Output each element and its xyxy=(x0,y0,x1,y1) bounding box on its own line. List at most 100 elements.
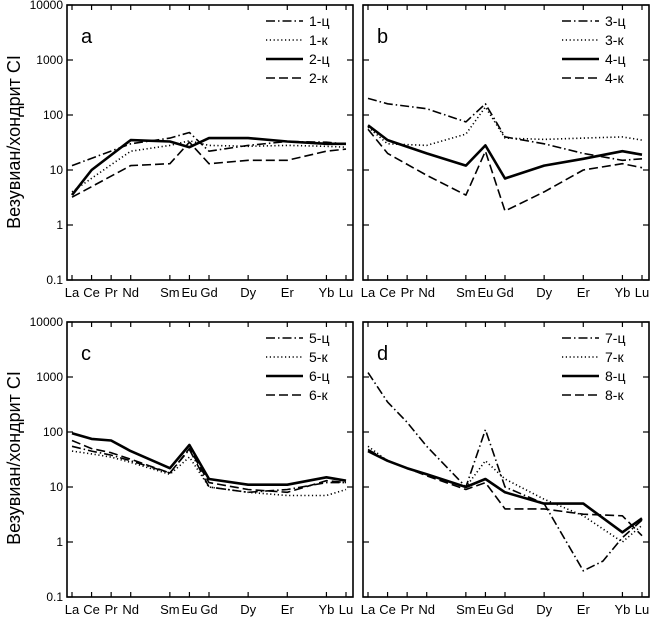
x-tick-label: Ce xyxy=(83,285,100,300)
panel-letter-b: b xyxy=(377,26,388,48)
x-tick-label: Yb xyxy=(614,602,630,617)
x-tick-label: La xyxy=(361,285,376,300)
x-tick-label: Er xyxy=(577,602,591,617)
x-tick-label: Eu xyxy=(477,285,493,300)
x-tick-label: Sm xyxy=(456,285,476,300)
series-line-3-к xyxy=(367,106,643,147)
series-line-8-ц xyxy=(367,449,643,534)
x-tick-label: Lu xyxy=(635,285,649,300)
panel-c: 10000 1000 100 10 1 0.1La Ce Pr Nd Sm Eu Gd Dy Er Yb Lu… xyxy=(30,315,354,617)
series-line-5-к xyxy=(71,450,347,497)
legend-entry: 6-ц xyxy=(309,368,329,384)
y-tick-label: 0.1 xyxy=(46,590,63,604)
x-tick-label: La xyxy=(361,602,376,617)
panel-frame-c xyxy=(66,321,354,598)
x-tick-label: Sm xyxy=(160,285,180,300)
x-tick-label: Yb xyxy=(318,602,334,617)
x-tick-label: Er xyxy=(281,285,295,300)
y-axis-label-top: Везувиан/хондрит CI xyxy=(4,55,24,229)
x-tick-label: La xyxy=(65,602,80,617)
series-line-6-к xyxy=(71,439,347,494)
x-tick-label: Er xyxy=(281,602,295,617)
y-tick-label: 10 xyxy=(50,163,64,177)
legend-entry: 6-к xyxy=(309,387,328,403)
series-line-4-ц xyxy=(367,124,643,180)
legend-entry: 5-к xyxy=(309,349,328,365)
y-axis-label-bottom: Везувиан/хондрит CI xyxy=(4,371,24,545)
x-tick-label: Nd xyxy=(418,602,435,617)
panel-a: 10000 1000 100 10 1 0.1La Ce Pr Nd Sm Eu Gd Dy Er Yb Lu… xyxy=(30,0,354,300)
x-tick-label: Ce xyxy=(379,602,396,617)
x-tick-label: Lu xyxy=(635,602,649,617)
legend-entry: 7-к xyxy=(605,349,624,365)
x-tick-label: Dy xyxy=(240,285,256,300)
x-tick-label: Lu xyxy=(339,285,353,300)
x-tick-label: Pr xyxy=(401,602,415,617)
x-tick-label: Gd xyxy=(496,602,513,617)
x-tick-label: Sm xyxy=(456,602,476,617)
x-tick-label: Lu xyxy=(339,602,353,617)
legend-entry: 2-ц xyxy=(309,51,329,67)
x-tick-label: Eu xyxy=(181,285,197,300)
x-tick-label: Yb xyxy=(614,285,630,300)
legend-entry: 7-ц xyxy=(605,330,625,346)
panel-b: La Ce Pr Nd Sm Eu Gd Dy Er Yb Lu b 3-ц 3-к 4-ц 4-к xyxy=(361,4,650,300)
panel-frame-a xyxy=(66,4,354,281)
x-tick-label: Yb xyxy=(318,285,334,300)
y-tick-label: 100 xyxy=(43,425,63,439)
legend-entry: 3-ц xyxy=(605,13,625,29)
x-tick-label: Dy xyxy=(536,285,552,300)
legend-entry: 5-ц xyxy=(309,330,329,346)
x-tick-label: Dy xyxy=(536,602,552,617)
panel-letter-c: c xyxy=(81,343,91,365)
panel-frame-d xyxy=(362,321,650,598)
x-tick-label: Nd xyxy=(122,602,139,617)
x-tick-label: Eu xyxy=(181,602,197,617)
x-tick-label: Gd xyxy=(200,602,217,617)
series-line-2-к xyxy=(71,141,347,198)
y-tick-label: 0.1 xyxy=(46,273,63,287)
series-line-2-ц xyxy=(70,136,346,196)
series-line-1-к xyxy=(71,140,347,193)
x-tick-label: Ce xyxy=(83,602,100,617)
series-line-3-ц xyxy=(367,97,643,162)
y-tick-label: 1000 xyxy=(36,53,63,67)
series-line-4-к xyxy=(367,128,643,212)
x-tick-label: Nd xyxy=(418,285,435,300)
legend-entry: 4-ц xyxy=(605,51,625,67)
legend-entry: 4-к xyxy=(605,70,624,86)
x-tick-label: Nd xyxy=(122,285,139,300)
x-tick-label: Er xyxy=(577,285,591,300)
x-tick-label: Gd xyxy=(496,285,513,300)
series-line-7-к xyxy=(367,445,643,543)
x-tick-label: Pr xyxy=(105,285,119,300)
y-tick-label: 1 xyxy=(56,218,63,232)
panel-frame-b xyxy=(362,4,650,281)
panel-d: La Ce Pr Nd Sm Eu Gd Dy Er Yb Lu d 7-ц 7-к 8-ц 8-к xyxy=(361,321,650,617)
legend-entry: 8-ц xyxy=(605,368,625,384)
panel-letter-a: a xyxy=(81,26,93,48)
x-tick-label: Pr xyxy=(401,285,415,300)
x-tick-label: Pr xyxy=(105,602,119,617)
series-line-6-ц xyxy=(71,431,347,487)
legend-entry: 1-к xyxy=(309,32,328,48)
x-tick-label: Dy xyxy=(240,602,256,617)
panel-letter-d: d xyxy=(377,343,388,365)
x-tick-label: Gd xyxy=(200,285,217,300)
y-tick-label: 10000 xyxy=(30,315,64,329)
legend-entry: 2-к xyxy=(309,70,328,86)
x-tick-label: Sm xyxy=(160,602,180,617)
series-line-8-к xyxy=(367,448,643,537)
series-line-7-ц xyxy=(367,372,643,572)
y-tick-label: 10 xyxy=(50,480,64,494)
y-tick-label: 1 xyxy=(56,535,63,549)
legend-entry: 1-ц xyxy=(309,13,329,29)
legend-entry: 3-к xyxy=(605,32,624,48)
y-tick-label: 10000 xyxy=(30,0,64,12)
legend-entry: 8-к xyxy=(605,387,624,403)
y-tick-label: 1000 xyxy=(36,370,63,384)
x-tick-label: La xyxy=(65,285,80,300)
y-tick-label: 100 xyxy=(43,108,63,122)
